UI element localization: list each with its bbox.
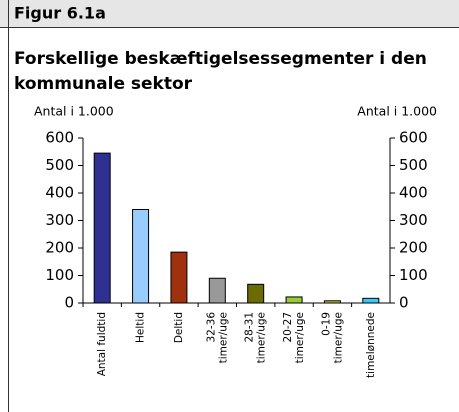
x-tick-label: 32-36timer/uge [205,312,229,364]
y-axis-label: Antal i 1.000 [34,104,114,119]
x-tick-label: timelønnede [365,312,377,378]
y2-tick-label: 400 [399,184,428,202]
bar [247,283,265,304]
figure-label: Figur 6.1a [14,4,106,23]
x-tick-label: 28-31timer/uge [244,312,268,363]
bar [285,296,303,304]
bar [132,209,150,304]
bar [362,297,380,304]
y2-tick-label: 0 [399,294,409,312]
x-tick-label: Antal fuldtid [96,312,108,376]
y2-tick-label: 100 [399,266,428,284]
y-tick-label: 200 [45,239,74,257]
header-bar [0,0,459,27]
x-tick-label: Heltid [135,312,147,343]
x-tick-label: 20-27timer/uge [282,312,306,363]
y-tick-label: 600 [45,129,74,147]
y2-tick-label: 200 [399,239,428,257]
bar [323,300,341,304]
y-tick-label: 0 [64,294,74,312]
x-tick-label: 0-19timer/uge [320,312,344,363]
chart-title: kommunale sektor [14,74,193,94]
x-tick-label: Deltid [173,312,185,343]
y-tick-label: 300 [45,211,74,229]
y-tick-label: 100 [45,266,74,284]
bar [208,277,226,304]
chart-title: Forskellige beskæftigelsessegmenter i de… [14,49,427,69]
y2-tick-label: 300 [399,211,428,229]
y-tick-label: 500 [45,156,74,174]
bar [93,152,111,304]
bar [170,251,188,304]
y-tick-label: 400 [45,184,74,202]
y2-tick-label: 500 [399,156,428,174]
y2-tick-label: 600 [399,129,428,147]
y2-axis-label: Antal i 1.000 [357,104,437,119]
